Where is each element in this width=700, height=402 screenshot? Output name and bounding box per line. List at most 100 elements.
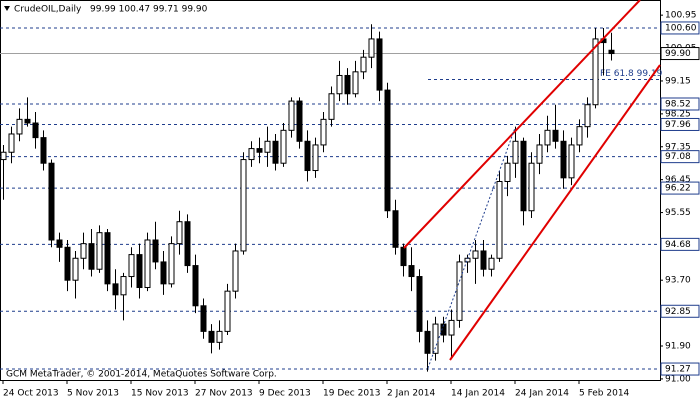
candle-body: [336, 74, 343, 95]
y-tick-label: 95.55: [665, 208, 691, 218]
candle-body: [280, 129, 287, 164]
candle-body: [592, 38, 599, 106]
candle-body: [584, 104, 591, 128]
header-values: 99.99 100.47 99.71 99.90: [90, 5, 208, 15]
level-box: [660, 150, 700, 164]
candle-body: [240, 159, 247, 252]
candle-body: [264, 140, 271, 153]
x-tick-label: 5 Nov 2013: [67, 389, 119, 399]
candle-body: [360, 56, 367, 73]
y-tick-label: 97.35: [665, 142, 691, 152]
candle-body: [208, 330, 215, 343]
candle-body: [328, 93, 335, 120]
candle-body: [152, 239, 159, 263]
level-label: 92.85: [665, 307, 691, 317]
candle-body: [480, 250, 487, 270]
y-tick-label: 100.95: [665, 11, 697, 21]
candle-body: [424, 330, 431, 354]
candle-body: [0, 151, 7, 161]
x-tick-label: 2 Jan 2014: [387, 389, 435, 399]
candle-body: [56, 239, 63, 248]
fib-line: [427, 127, 516, 369]
candle-body: [64, 246, 71, 281]
candle-body: [104, 232, 111, 285]
candle-body: [400, 246, 407, 267]
candle-body: [88, 243, 95, 270]
candle-body: [376, 38, 383, 91]
y-tick-label: 99.15: [665, 76, 691, 86]
candle-body: [392, 210, 399, 248]
candle-body: [384, 89, 391, 212]
y-tick-label: 93.70: [665, 276, 691, 286]
candle-body: [576, 126, 583, 146]
candle-body: [72, 257, 79, 281]
x-tick-label: 19 Dec 2013: [323, 389, 381, 399]
candle-body: [408, 265, 415, 278]
candle-body: [352, 71, 359, 95]
level-box: [660, 117, 700, 131]
candle-body: [160, 261, 167, 285]
candle-body: [192, 265, 199, 307]
y-tick-label: 91.90: [665, 342, 691, 352]
level-label: 97.96: [665, 120, 691, 130]
level-box: [660, 97, 700, 111]
candle-body: [112, 283, 119, 296]
footer: GCM MetaTrader, © 2001-2014, MetaQuotes …: [6, 370, 277, 380]
candle-body: [496, 180, 503, 259]
candle-body: [456, 261, 463, 321]
candle-body: [128, 254, 135, 278]
candle-body: [200, 305, 207, 332]
candle-body: [448, 319, 455, 336]
candle-body: [16, 118, 23, 135]
candle-body: [504, 162, 511, 182]
x-tick-label: 24 Oct 2013: [3, 389, 59, 399]
candle-body: [32, 122, 39, 139]
level-box: [660, 304, 700, 318]
x-tick-label: 15 Nov 2013: [131, 389, 189, 399]
x-tick-label: 9 Dec 2013: [259, 389, 311, 399]
y-tick-label: 98.25: [665, 109, 691, 119]
level-label: 91.27: [665, 365, 691, 375]
candle-body: [608, 49, 615, 55]
candle-body: [552, 129, 559, 142]
candle-body: [472, 250, 479, 259]
level-box: [660, 362, 700, 376]
current-price-box: [660, 47, 700, 61]
channel-lower: [449, 64, 661, 361]
candle-body: [368, 38, 375, 58]
candle-body: [8, 133, 15, 153]
candle-body: [416, 276, 423, 332]
y-tick-label: 91.00: [665, 374, 691, 384]
candle-body: [232, 250, 239, 292]
y-tick-label: 96.45: [665, 175, 691, 185]
candle-body: [136, 254, 143, 289]
candle-body: [432, 323, 439, 354]
level-label: 100.60: [665, 23, 697, 33]
candle-body: [248, 148, 255, 161]
candle-body: [96, 232, 103, 270]
candle-body: [120, 276, 127, 296]
x-tick-label: 5 Feb 2014: [579, 389, 630, 399]
level-label: 98.52: [665, 99, 691, 109]
fe-level-label: FE 61.8 99.19: [600, 69, 663, 79]
level-label: 96.22: [665, 184, 691, 194]
candle-body: [176, 221, 183, 245]
candle-body: [296, 100, 303, 142]
x-tick-label: 27 Nov 2013: [195, 389, 253, 399]
candle-body: [520, 140, 527, 212]
candle-body: [488, 257, 495, 270]
candle-body: [568, 144, 575, 179]
candle-body: [320, 118, 327, 146]
level-label: 97.08: [665, 152, 691, 162]
candle-body: [80, 243, 87, 259]
level-box: [660, 237, 700, 251]
current-price-label: 99.90: [665, 49, 691, 59]
candle-body: [528, 162, 535, 212]
candle-body: [288, 100, 295, 131]
candle-body: [544, 129, 551, 146]
candle-body: [48, 162, 55, 241]
candle-body: [224, 290, 231, 332]
level-box: [660, 181, 700, 195]
